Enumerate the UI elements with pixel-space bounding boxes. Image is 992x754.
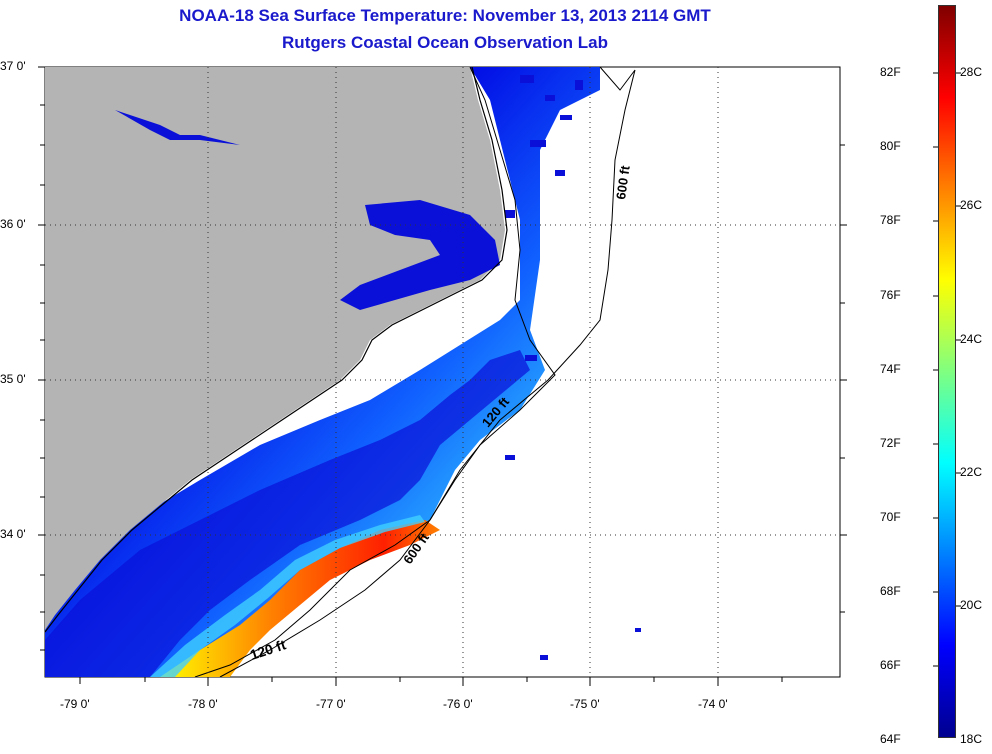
lat-label-36: 36 0' <box>0 217 26 231</box>
contour-120ft <box>194 66 556 678</box>
sst-scatter-pixels <box>505 75 641 660</box>
colorbar-f-66: 66F <box>880 658 901 672</box>
colorbar-f-76: 76F <box>880 288 901 302</box>
contour-600ft <box>219 66 636 678</box>
colorbar-c-22: 22C <box>960 465 983 479</box>
sst-coastal-water <box>45 67 600 677</box>
lon-label-77: -77 0' <box>316 697 346 711</box>
colorbar-c-26: 26C <box>960 198 983 212</box>
lon-label-78: -78 0' <box>188 697 218 711</box>
coastline <box>44 66 508 633</box>
colorbar-f-70: 70F <box>880 510 901 524</box>
lon-label-74: -74 0' <box>698 697 728 711</box>
lat-label-34: 34 0' <box>0 527 26 541</box>
colorbar-f-80: 80F <box>880 139 901 153</box>
lon-label-75: -75 0' <box>570 697 600 711</box>
temperature-colorbar <box>938 5 956 738</box>
lat-ticks-right <box>840 144 847 613</box>
lon-label-79: -79 0' <box>60 697 90 711</box>
colorbar-c-28: 28C <box>960 65 983 79</box>
lat-label-35: 35 0' <box>0 372 26 386</box>
map-subtitle: Rutgers Coastal Ocean Observation Lab <box>282 33 608 52</box>
lat-label-37: 37 0' <box>0 59 26 73</box>
contour-label-600ft-north: 600 ft <box>613 164 633 200</box>
colorbar-f-74: 74F <box>880 362 901 376</box>
colorbar-f-64: 64F <box>880 732 901 746</box>
lon-ticks <box>79 677 783 686</box>
sst-cyan-edge <box>150 515 425 677</box>
map-title: NOAA-18 Sea Surface Temperature: Novembe… <box>179 6 711 25</box>
lat-ticks <box>38 66 45 651</box>
albemarle-sound <box>115 110 240 145</box>
lon-label-76: -76 0' <box>443 697 473 711</box>
pamlico-sound <box>340 200 500 310</box>
colorbar-c-20: 20C <box>960 598 983 612</box>
sst-deep-blue-band <box>45 350 530 677</box>
colorbar-c-24: 24C <box>960 332 983 346</box>
colorbar-c-18: 18C <box>960 732 983 746</box>
colorbar-f-82: 82F <box>880 65 901 79</box>
colorbar-f-78: 78F <box>880 213 901 227</box>
colorbar-f-68: 68F <box>880 584 901 598</box>
colorbar-f-72: 72F <box>880 436 901 450</box>
colorbar-ticks <box>933 72 961 667</box>
graticule <box>45 67 840 677</box>
